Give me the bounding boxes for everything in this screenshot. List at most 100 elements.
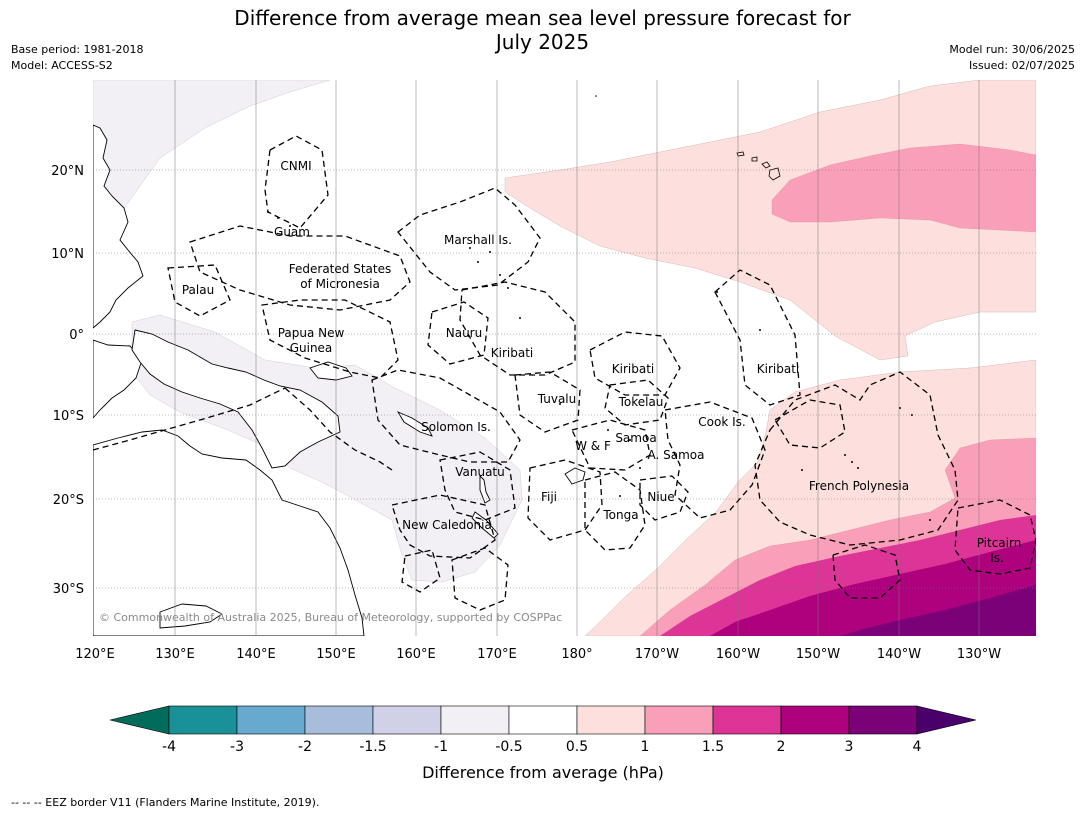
eez-kiribati-line: [714, 269, 801, 406]
cb-tick-4: -1: [434, 739, 448, 755]
label-solomon: Solomon Is.: [421, 420, 491, 434]
borneo-sulawesi-coast: [93, 339, 143, 419]
colorbar-label: Difference from average (hPa): [422, 763, 664, 782]
colorbar-arrow-left: [109, 705, 170, 735]
label-fsm-1: Federated States: [289, 262, 391, 276]
meta-left: Base period: 1981-2018 Model: ACCESS-S2: [11, 42, 143, 74]
lon-180: 180°: [561, 647, 592, 662]
eez-niue: [639, 475, 689, 521]
eez-french-polynesia: [754, 371, 959, 546]
fiji-coast: [564, 467, 586, 485]
label-fiji: Fiji: [541, 490, 557, 504]
eez-austral: [832, 544, 901, 599]
colorbar-seg-4: [372, 705, 442, 735]
eez-tokelau: [604, 379, 669, 426]
colorbar-seg-2: [236, 705, 306, 735]
colorbar-arrow-right: [916, 705, 977, 735]
colorbar-seg-10: [780, 705, 850, 735]
cb-tick-11: 4: [913, 739, 922, 755]
lat-10n: 10°N: [51, 247, 84, 262]
colorbar-seg-3: [304, 705, 374, 735]
label-tokelau: Tokelau: [618, 395, 664, 409]
eez-lord-howe: [451, 547, 509, 611]
lon-160e: 160°E: [396, 647, 436, 662]
eez-kiribati-gilbert: [459, 281, 576, 376]
label-png-1: Papua New: [278, 326, 345, 340]
anomaly-3-4: [840, 585, 1036, 636]
label-pitcairn-1: Pitcairn: [977, 536, 1022, 550]
label-nauru: Nauru: [446, 326, 482, 340]
region-labels: CNMI Guam Marshall Is. Federated States …: [182, 159, 1021, 565]
lat-30s: 30°S: [53, 582, 84, 597]
eez-cnmi: [264, 135, 329, 229]
meta-right: Model run: 30/06/2025 Issued: 02/07/2025: [949, 42, 1075, 74]
title-line-2: July 2025: [495, 30, 590, 54]
eez-solomon: [371, 369, 521, 463]
label-niue: Niue: [647, 490, 674, 504]
model-name: Model: ACCESS-S2: [11, 59, 113, 72]
label-vanuatu: Vanuatu: [455, 465, 505, 479]
label-wf: W & F: [575, 439, 611, 453]
philippines-coast: [93, 124, 144, 329]
eez-nauru: [427, 301, 489, 365]
eez-norfolk: [401, 549, 441, 593]
eez-tonga: [584, 471, 646, 551]
eez-tuvalu: [514, 371, 581, 433]
eez-fsm: [189, 225, 411, 311]
label-cnmi: CNMI: [280, 159, 311, 173]
anomaly-1-1_5-north: [771, 143, 1036, 233]
title-line-1: Difference from average mean sea level p…: [234, 6, 851, 30]
label-kiribati-east: Kiribati: [757, 362, 799, 376]
label-kiribati-west: Kiribati: [491, 346, 533, 360]
label-png-2: Guinea: [290, 341, 333, 355]
lat-20n: 20°N: [51, 164, 84, 179]
australia-coast: [93, 429, 365, 636]
colorbar-seg-5: [440, 705, 510, 735]
new-britain-coast: [309, 361, 353, 381]
cb-tick-8: 1.5: [702, 739, 724, 755]
lon-150w: 150°W: [796, 647, 840, 662]
cb-tick-10: 3: [845, 739, 854, 755]
eez-new-caledonia: [391, 494, 496, 559]
cb-tick-0: -4: [162, 739, 176, 755]
coastlines: [93, 124, 586, 636]
base-period: Base period: 1981-2018: [11, 43, 144, 56]
eez-palau: [167, 264, 231, 317]
eez-marshall: [397, 187, 541, 291]
cb-tick-5: -0.5: [495, 739, 522, 755]
new-guinea-coast: [131, 329, 341, 469]
label-fsm-2: of Micronesia: [300, 277, 380, 291]
lat-10s: 10°S: [53, 409, 84, 424]
graticule: [93, 80, 1036, 636]
small-islands: [267, 95, 931, 521]
label-samoa: Samoa: [615, 431, 656, 445]
vanuatu-coast: [479, 474, 491, 504]
label-tuvalu: Tuvalu: [537, 392, 577, 406]
new-zealand-coast: [159, 603, 223, 629]
lon-140w: 140°W: [877, 647, 921, 662]
colorbar: -4 -3 -2 -1.5 -1 -0.5 0.5 1 1.5 2 3 4 Di…: [109, 705, 977, 782]
pressure-map: CNMI Guam Marshall Is. Federated States …: [93, 80, 1036, 636]
eez-pitcairn: [954, 499, 1036, 575]
label-tonga: Tonga: [602, 508, 638, 522]
eez-png-south: [284, 387, 396, 473]
chart-title: Difference from average mean sea level p…: [0, 6, 1085, 54]
colorbar-ticks: -4 -3 -2 -1.5 -1 -0.5 0.5 1 1.5 2 3 4: [162, 739, 922, 755]
hawaii-islands: [736, 151, 781, 181]
lon-130w: 130°W: [957, 647, 1001, 662]
label-kiribati-central: Kiribati: [612, 362, 654, 376]
lat-0: 0°: [69, 328, 84, 343]
label-guam: Guam: [274, 225, 310, 239]
cb-tick-2: -2: [298, 739, 312, 755]
eez-fiji: [527, 459, 603, 541]
label-palau: Palau: [182, 283, 214, 297]
cb-tick-3: -1.5: [359, 739, 386, 755]
lon-170w: 170°W: [635, 647, 679, 662]
lon-140e: 140°E: [236, 647, 276, 662]
eez-borders: [93, 135, 1036, 611]
eez-vanuatu: [439, 451, 516, 521]
longitude-labels: 120°E 130°E 140°E 150°E 160°E 170°E 180°…: [75, 647, 1001, 662]
solomon-coast: [396, 411, 433, 437]
cb-tick-9: 2: [777, 739, 786, 755]
